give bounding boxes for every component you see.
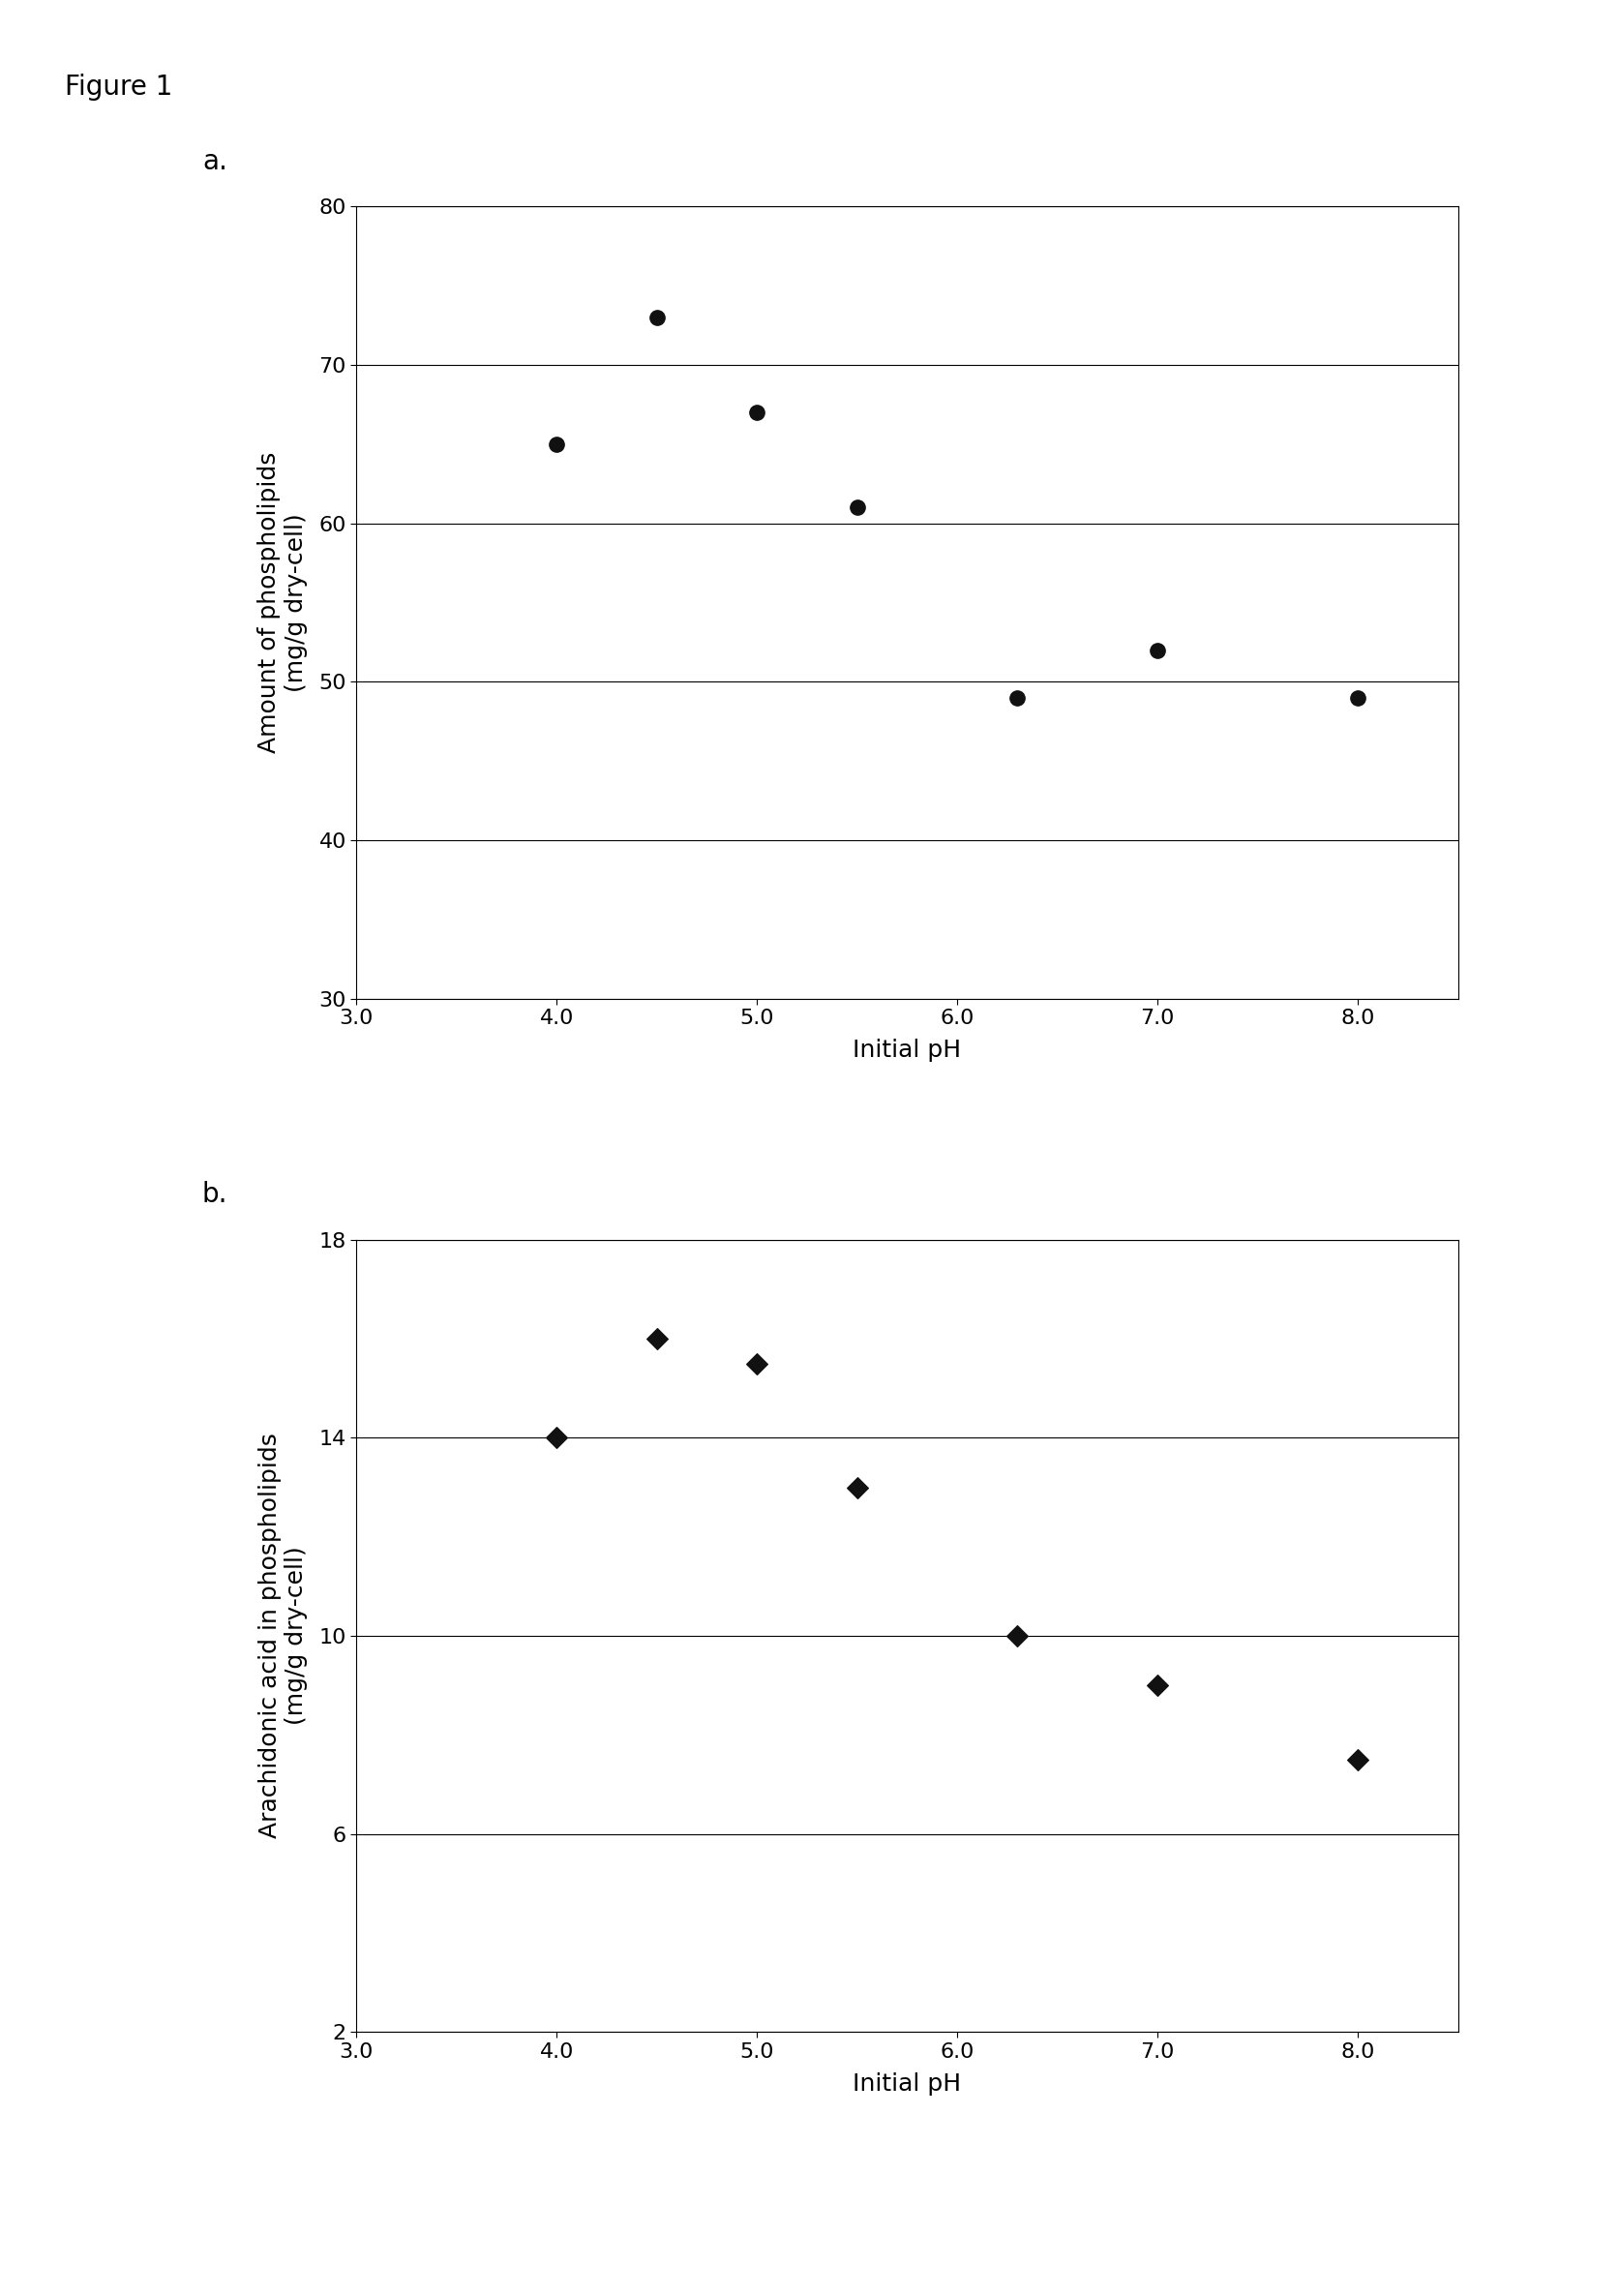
Point xyxy=(1145,631,1171,668)
Point xyxy=(1344,680,1370,716)
Point xyxy=(1004,1616,1030,1653)
Point xyxy=(843,489,869,526)
Point xyxy=(643,298,669,335)
Point xyxy=(544,427,570,464)
Point xyxy=(843,1469,869,1506)
Point xyxy=(1004,680,1030,716)
Point xyxy=(544,1419,570,1456)
Point xyxy=(1344,1740,1370,1777)
Text: a.: a. xyxy=(202,147,227,174)
Y-axis label: Arachidonic acid in phospholipids
(mg/g dry-cell): Arachidonic acid in phospholipids (mg/g … xyxy=(257,1433,308,1839)
Point xyxy=(1145,1667,1171,1704)
Point xyxy=(643,1320,669,1357)
Text: Figure 1: Figure 1 xyxy=(65,73,173,101)
X-axis label: Initial pH: Initial pH xyxy=(853,2073,960,2096)
Text: b.: b. xyxy=(202,1180,228,1208)
X-axis label: Initial pH: Initial pH xyxy=(853,1040,960,1063)
Point xyxy=(743,1345,769,1382)
Y-axis label: Amount of phospholipids
(mg/g dry-cell): Amount of phospholipids (mg/g dry-cell) xyxy=(257,452,308,753)
Point xyxy=(743,395,769,432)
